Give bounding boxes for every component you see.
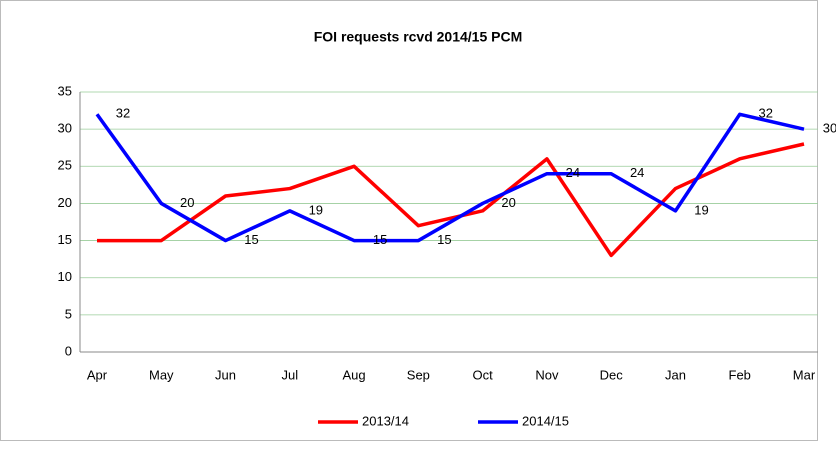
x-tick-label: Feb (729, 367, 751, 382)
x-tick-label: Jan (665, 367, 686, 382)
data-label: 15 (437, 232, 451, 247)
data-label: 19 (694, 202, 708, 217)
y-tick-label: 35 (58, 83, 72, 98)
data-label: 20 (180, 195, 194, 210)
y-tick-label: 0 (65, 343, 72, 358)
data-label: 32 (758, 106, 772, 121)
data-label: 20 (501, 195, 515, 210)
x-tick-label: Apr (87, 367, 108, 382)
chart-title: FOI requests rcvd 2014/15 PCM (314, 29, 523, 45)
x-tick-label: Sep (407, 367, 430, 382)
x-tick-label: Mar (793, 367, 816, 382)
data-label: 24 (566, 165, 580, 180)
data-label: 24 (630, 165, 644, 180)
x-tick-label: May (149, 367, 174, 382)
data-label: 19 (309, 202, 323, 217)
x-tick-label: Oct (473, 367, 494, 382)
y-tick-label: 25 (58, 158, 72, 173)
series-line (97, 142, 805, 258)
data-label: 15 (373, 232, 387, 247)
legend-label: 2014/15 (522, 413, 569, 428)
legend-label: 2013/14 (362, 413, 409, 428)
x-tick-label: Dec (600, 367, 624, 382)
y-tick-label: 5 (65, 306, 72, 321)
data-label: 30 (823, 121, 836, 136)
x-tick-label: Jul (282, 367, 299, 382)
y-tick-label: 10 (58, 269, 72, 284)
x-tick-label: Nov (535, 367, 559, 382)
y-tick-label: 15 (58, 232, 72, 247)
x-tick-label: Jun (215, 367, 236, 382)
series-line (95, 112, 805, 243)
data-label: 32 (116, 106, 130, 121)
chart-border (0, 0, 818, 441)
y-tick-label: 20 (58, 195, 72, 210)
x-tick-label: Aug (343, 367, 366, 382)
data-label: 15 (244, 232, 258, 247)
y-tick-label: 30 (58, 121, 72, 136)
